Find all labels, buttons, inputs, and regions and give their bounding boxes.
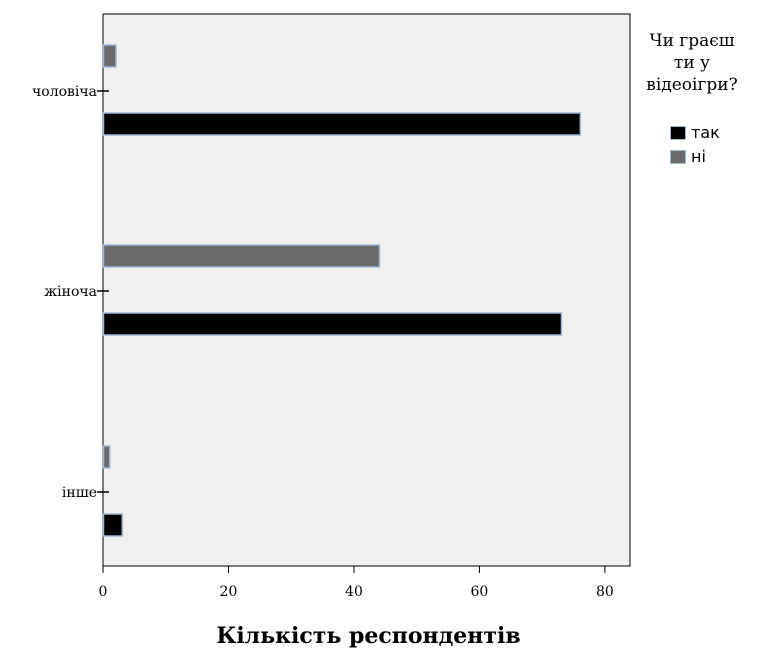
y-tick-label: інше <box>62 485 97 501</box>
y-tick-label: жіноча <box>44 284 97 300</box>
legend-title-line: Чи граєш <box>649 31 735 51</box>
x-tick-label: 40 <box>345 584 363 600</box>
legend-title-line: відеоігри? <box>646 75 738 95</box>
bar-tak-2 <box>102 513 124 537</box>
bar-tak-1 <box>102 312 563 336</box>
x-axis-label: Кількість респондентів <box>216 623 520 649</box>
bar-tak-0 <box>102 112 582 136</box>
x-tick-label: 0 <box>99 584 108 600</box>
y-tick-label: чоловіча <box>32 84 97 100</box>
legend-title: Чи граєш ти у відеоігри? <box>628 30 756 96</box>
plot-area <box>102 13 631 567</box>
legend-swatch-tak <box>670 126 686 140</box>
legend-label-ni: ні <box>691 147 706 166</box>
legend-title-line: ти у <box>673 53 711 73</box>
bar-ni-0 <box>102 44 117 68</box>
x-tick-label: 60 <box>471 584 489 600</box>
bar-ni-2 <box>102 445 111 469</box>
x-tick-label: 20 <box>220 584 238 600</box>
legend-swatch-ni <box>670 150 686 164</box>
bar-ni-1 <box>102 244 381 268</box>
x-tick-label: 80 <box>596 584 614 600</box>
legend-label-tak: так <box>691 123 720 142</box>
